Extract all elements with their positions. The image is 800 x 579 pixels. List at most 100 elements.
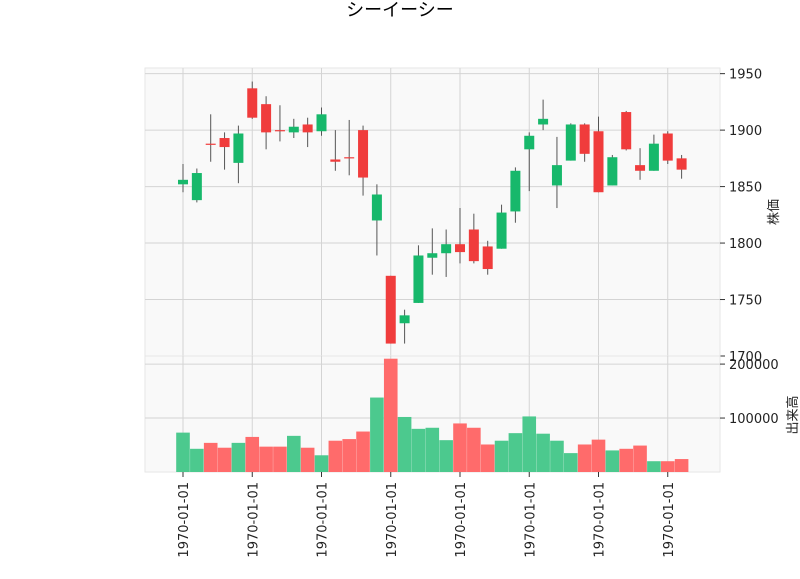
candle-body-up — [233, 133, 244, 163]
volume-bar — [190, 448, 204, 472]
volume-bar — [314, 455, 329, 472]
candle-body-down — [247, 88, 258, 118]
volume-bar — [591, 439, 606, 472]
volume-bar — [647, 461, 661, 472]
candle-body-up — [441, 244, 452, 254]
candle-body-up — [524, 135, 535, 150]
volume-bar — [674, 459, 689, 472]
candle-body-down — [385, 275, 396, 344]
candle-body-down — [593, 131, 604, 193]
candle-body-up — [648, 143, 659, 171]
candle-body-down — [274, 130, 285, 132]
volume-bar — [231, 442, 246, 472]
price-tick-label: 1750 — [729, 294, 762, 309]
candle-body-down — [468, 229, 479, 262]
candle-body-up — [371, 194, 382, 221]
volume-bar — [480, 444, 495, 472]
price-tick-label: 1950 — [729, 68, 762, 83]
x-tick-label: 1970-01-01 — [316, 482, 331, 558]
volume-bar — [328, 440, 343, 472]
price-candles — [178, 81, 687, 344]
volume-bars — [176, 358, 689, 472]
volume-bar — [245, 436, 260, 472]
x-tick-label: 1970-01-01 — [523, 482, 538, 558]
candle-body-down — [455, 244, 465, 253]
candle-body-down — [635, 165, 646, 171]
volume-bar — [411, 428, 426, 472]
volume-bar — [508, 433, 523, 472]
volume-bar — [273, 446, 287, 472]
volume-bar — [287, 435, 301, 472]
candle-body-up — [551, 165, 562, 186]
candle-body-up — [565, 124, 576, 161]
volume-bar — [203, 442, 218, 472]
candle-body-down — [579, 124, 590, 154]
volume-bar — [356, 431, 370, 472]
candle-body-up — [399, 315, 410, 324]
volume-bar — [397, 416, 412, 472]
volume-bar — [342, 439, 356, 472]
chart-title: シーイーシー — [346, 0, 454, 21]
candle-body-down — [662, 133, 673, 161]
x-tick-label: 1970-01-01 — [593, 482, 608, 558]
x-axis-ticks: 1970-01-01 1970-01-01 1970-01-01 1970-01-01… — [177, 472, 677, 558]
volume-bar — [619, 448, 633, 472]
volume-y-ticks: 100000 200000 — [720, 358, 779, 427]
volume-bar — [383, 358, 398, 472]
volume-bar — [217, 447, 232, 472]
candle-body-down — [205, 143, 216, 145]
candle-body-up — [538, 118, 549, 125]
candle-body-up — [413, 255, 424, 303]
volume-bar — [259, 446, 273, 472]
price-tick-label: 1800 — [729, 237, 762, 252]
candle-body-down — [219, 138, 230, 148]
candle-body-down — [344, 157, 355, 159]
price-y-axis-label: 株価 — [767, 199, 782, 225]
volume-bar — [660, 461, 675, 472]
volume-bar — [536, 433, 550, 472]
volume-bar — [370, 397, 384, 472]
volume-bar — [176, 432, 190, 472]
candle-body-down — [330, 159, 341, 162]
x-tick-label: 1970-01-01 — [385, 482, 400, 558]
volume-y-axis-label: 出来高 — [785, 395, 800, 434]
volume-bar — [577, 444, 592, 472]
price-panel-background — [144, 67, 721, 357]
price-tick-label: 1900 — [729, 124, 762, 139]
candle-body-up — [496, 212, 507, 249]
candle-body-down — [482, 246, 493, 270]
volume-bar — [439, 440, 453, 472]
candle-body-down — [676, 158, 687, 170]
volume-bar — [550, 440, 564, 472]
volume-bar — [633, 445, 647, 472]
volume-bar — [522, 416, 537, 472]
candle-body-up — [191, 173, 202, 201]
price-y-ticks: 1700 1750 1800 1850 1900 1950 — [720, 68, 762, 365]
candle-body-up — [510, 170, 521, 212]
x-tick-label: 1970-01-01 — [246, 482, 261, 558]
candle-body-down — [358, 130, 369, 178]
x-tick-label: 1970-01-01 — [177, 482, 192, 558]
x-tick-label: 1970-01-01 — [454, 482, 469, 558]
volume-tick-label: 100000 — [729, 412, 779, 427]
candle-body-up — [607, 157, 618, 186]
candle-body-down — [302, 124, 313, 133]
price-tick-label: 1700 — [729, 350, 762, 365]
candle-body-up — [178, 179, 188, 185]
candle-body-up — [316, 114, 327, 132]
price-tick-label: 1850 — [729, 181, 762, 196]
price-panel: 1700 1750 1800 1850 1900 1950 株価 — [144, 67, 782, 365]
candle-body-down — [621, 112, 632, 150]
volume-panel: 100000 200000 出来高 — [144, 355, 800, 473]
volume-bar — [467, 427, 481, 472]
candle-body-down — [261, 104, 272, 133]
volume-bar — [453, 423, 467, 472]
volume-bar — [300, 447, 315, 472]
candle-body-up — [288, 126, 299, 133]
candle-body-up — [427, 253, 438, 258]
volume-bar — [564, 453, 578, 472]
volume-bar — [425, 427, 440, 472]
x-tick-label: 1970-01-01 — [662, 482, 677, 558]
